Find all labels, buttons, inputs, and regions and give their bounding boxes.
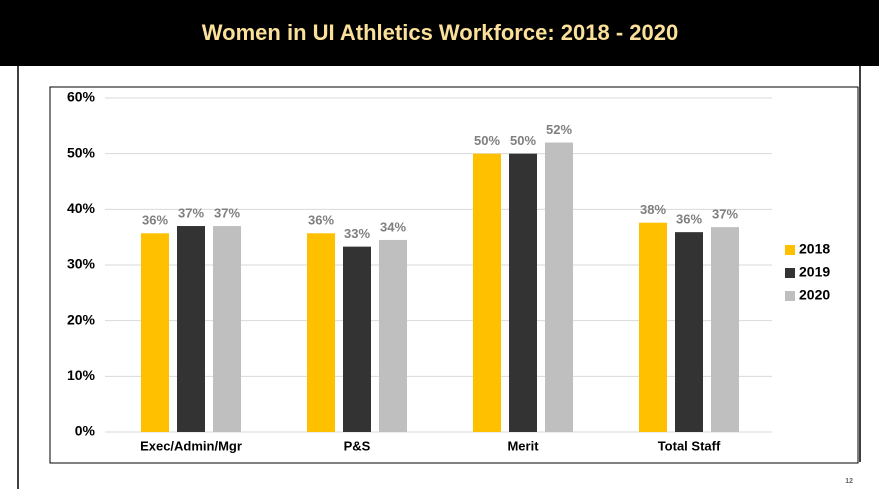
page-number: 12 (845, 478, 853, 485)
x-tick-label: Total Staff (658, 438, 721, 453)
bar (141, 233, 169, 432)
data-label: 36% (676, 212, 702, 227)
y-tick-label: 50% (67, 144, 96, 160)
legend-label: 2018 (799, 241, 830, 257)
legend-swatch (785, 291, 795, 301)
data-label: 34% (380, 219, 406, 234)
bar (343, 246, 371, 432)
y-tick-label: 10% (67, 367, 96, 383)
data-label: 37% (178, 205, 204, 220)
legend-label: 2019 (799, 264, 830, 280)
data-label: 37% (712, 207, 738, 222)
y-tick-label: 40% (67, 200, 96, 216)
bar (639, 222, 667, 432)
legend-swatch (785, 245, 795, 255)
data-label: 33% (344, 226, 370, 241)
x-tick-label: Merit (507, 438, 539, 453)
legend-swatch (785, 268, 795, 278)
bar (545, 142, 573, 433)
data-label: 37% (214, 205, 240, 220)
y-tick-label: 30% (67, 256, 96, 272)
data-label: 50% (510, 133, 536, 148)
bar (307, 233, 335, 432)
bar (675, 232, 703, 432)
legend-label: 2020 (799, 287, 830, 303)
data-label: 50% (474, 133, 500, 148)
data-label: 36% (142, 213, 168, 228)
bar (213, 226, 241, 432)
bar (177, 226, 205, 432)
x-tick-label: Exec/Admin/Mgr (140, 438, 242, 453)
bar (711, 227, 739, 432)
x-tick-label: P&S (344, 438, 371, 453)
data-label: 52% (546, 122, 572, 137)
bar (473, 153, 501, 432)
slide-title: Women in UI Athletics Workforce: 2018 - … (202, 20, 678, 45)
y-tick-label: 20% (67, 311, 96, 327)
data-label: 38% (640, 202, 666, 217)
bar (379, 239, 407, 432)
header-bar (0, 0, 879, 66)
y-tick-label: 60% (67, 89, 96, 105)
bar (509, 153, 537, 432)
data-label: 36% (308, 213, 334, 228)
y-tick-label: 0% (75, 423, 96, 439)
